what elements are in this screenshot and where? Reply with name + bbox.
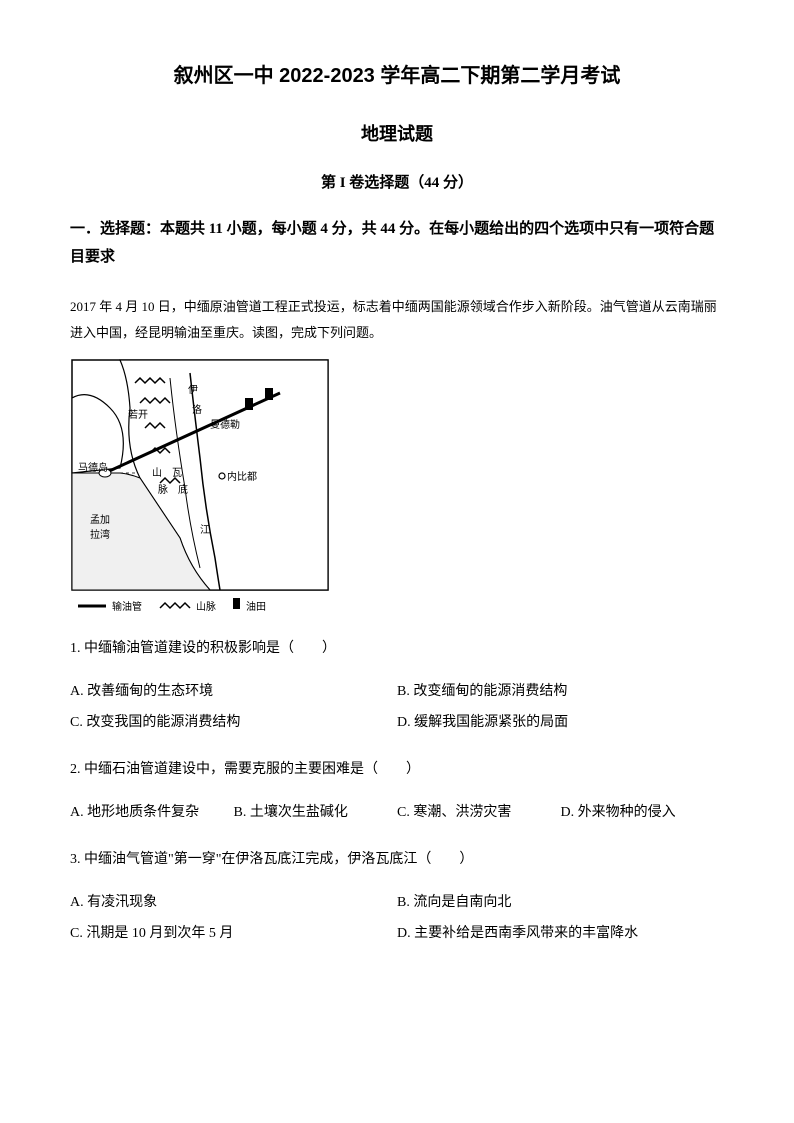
map-label-jiang: 江 (200, 524, 210, 536)
instructions: 一．选择题：本题共 11 小题，每小题 4 分，共 44 分。在每小题给出的四个… (70, 215, 724, 272)
section-header: 第 I 卷选择题（44 分） (70, 171, 724, 195)
exam-title: 叙州区一中 2022-2023 学年高二下期第二学月考试 (70, 60, 724, 92)
map-label-di: 底 (178, 483, 188, 496)
map-label-wa: 瓦 (172, 468, 182, 479)
legend-pipeline: 输油管 (112, 600, 142, 613)
q1-option-c: C. 改变我国的能源消费结构 (70, 708, 397, 739)
q1-option-b: B. 改变缅甸的能源消费结构 (397, 677, 724, 708)
map-figure: 90°E 20° 若开 伊 洛 曼德勒 马德岛 (70, 358, 330, 618)
q2-option-a: A. 地形地质条件复杂 (70, 798, 234, 829)
q2-option-c: C. 寒潮、洪涝灾害 (397, 798, 561, 829)
map-label-mengjia: 孟加 (90, 514, 110, 526)
map-label-madedao: 马德岛 (78, 461, 108, 474)
map-svg: 90°E 20° 若开 伊 洛 曼德勒 马德岛 (70, 358, 330, 618)
q3-option-c: C. 汛期是 10 月到次年 5 月 (70, 919, 397, 950)
map-label-mai: 脉 (158, 483, 168, 496)
q1-option-d: D. 缓解我国能源紧张的局面 (397, 708, 724, 739)
map-label-luo: 洛 (192, 403, 202, 416)
q3-option-b: B. 流向是自南向北 (397, 888, 724, 919)
map-label-shan: 山 (152, 467, 162, 479)
map-label-neibidu: 内比都 (227, 470, 257, 483)
q2-options: A. 地形地质条件复杂 B. 土壤次生盐碱化 C. 寒潮、洪涝灾害 D. 外来物… (70, 798, 724, 829)
q1-options: A. 改善缅甸的生态环境 B. 改变缅甸的能源消费结构 C. 改变我国的能源消费… (70, 677, 724, 739)
q2-stem: 2. 中缅石油管道建设中，需要克服的主要困难是（ ） (70, 757, 724, 782)
map-label-ruoli: 若开 (128, 408, 148, 421)
q3-stem: 3. 中缅油气管道"第一穿"在伊洛瓦底江完成，伊洛瓦底江（ ） (70, 847, 724, 872)
map-label-mandele: 曼德勒 (210, 418, 240, 431)
q2-option-b: B. 土壤次生盐碱化 (234, 798, 398, 829)
legend-oilfield: 油田 (246, 600, 266, 613)
passage-text: 2017 年 4 月 10 日，中缅原油管道工程正式投运，标志着中缅两国能源领域… (70, 294, 724, 346)
exam-subject: 地理试题 (70, 120, 724, 149)
q1-option-a: A. 改善缅甸的生态环境 (70, 677, 397, 708)
legend-mountain: 山脉 (196, 600, 216, 613)
q3-options: A. 有凌汛现象 B. 流向是自南向北 C. 汛期是 10 月到次年 5 月 D… (70, 888, 724, 950)
q3-option-a: A. 有凌汛现象 (70, 888, 397, 919)
map-label-yi: 伊 (188, 384, 198, 396)
q1-stem: 1. 中缅输油管道建设的积极影响是（ ） (70, 636, 724, 661)
q2-option-d: D. 外来物种的侵入 (561, 798, 725, 829)
q3-option-d: D. 主要补给是西南季风带来的丰富降水 (397, 919, 724, 950)
map-label-lawan: 拉湾 (90, 528, 110, 541)
